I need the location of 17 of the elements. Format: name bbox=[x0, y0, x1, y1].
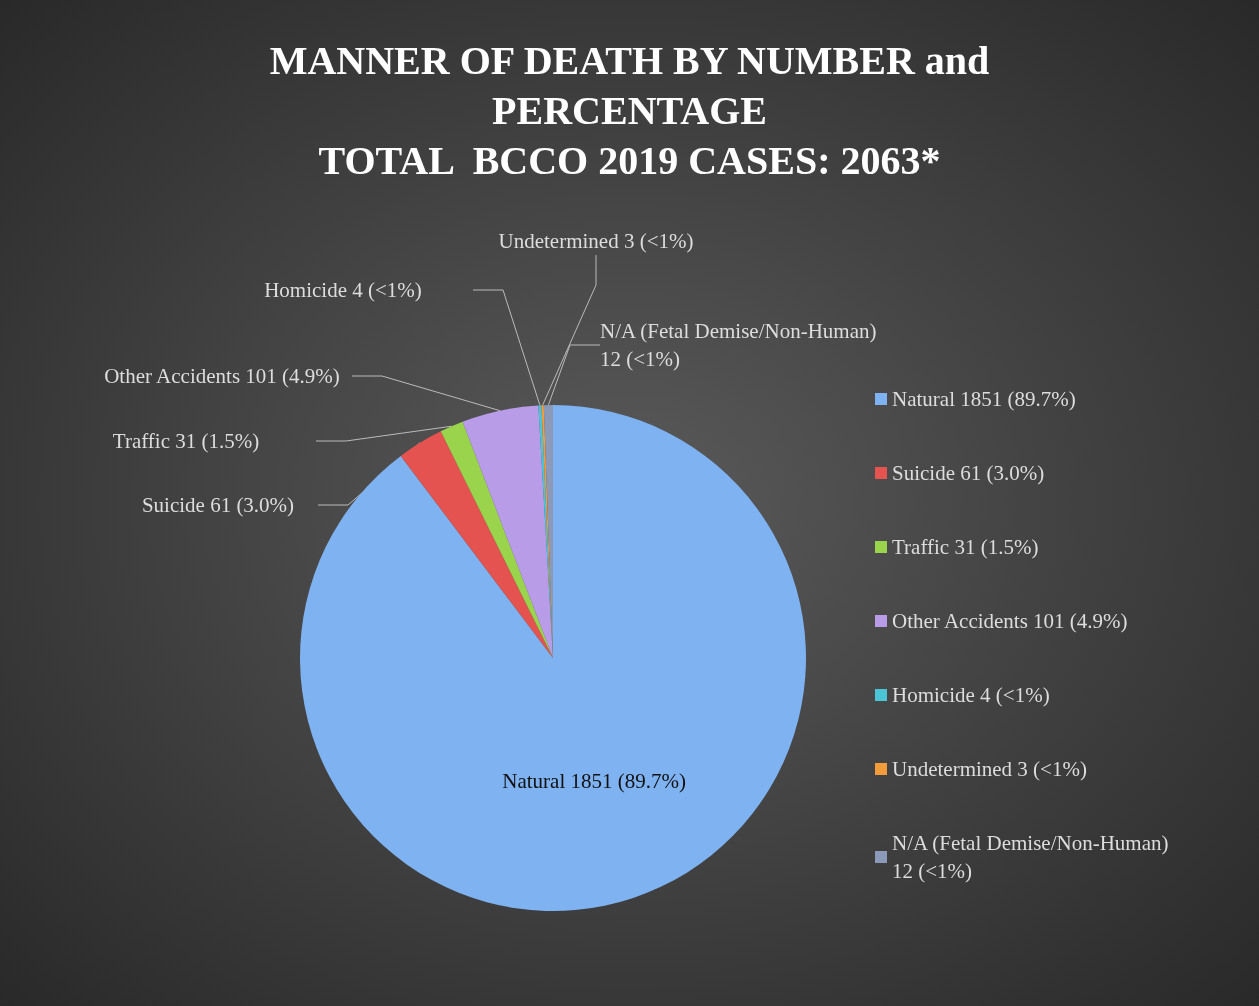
category-label: Traffic 31 (1.5%) bbox=[112, 429, 260, 453]
chart-title: MANNER OF DEATH BY NUMBER and PERCENTAGE TOTAL BCCO 2019 CASES: 2063* bbox=[269, 37, 990, 183]
text: 12 (<1%) bbox=[892, 859, 973, 883]
legend-label: Undetermined 3 (<1%) bbox=[892, 757, 1087, 781]
legend-label: Natural 1851 (89.7%) bbox=[892, 387, 1076, 411]
slice-label: Natural 1851 (89.7%) bbox=[502, 768, 686, 793]
legend-label: Other Accidents 101 (4.9%) bbox=[892, 609, 1128, 633]
slice-label: Undetermined 3 (<1%) bbox=[498, 229, 694, 253]
slice-label: N/A (Fetal Demise/Non-Human) bbox=[600, 319, 877, 343]
legend-label: N/A (Fetal Demise/Non-Human) bbox=[892, 831, 1169, 855]
slice-label: Other Accidents 101 (4.9%) bbox=[104, 364, 340, 388]
category-label: Homicide 4 (<1%) bbox=[264, 278, 422, 302]
slice-label: Suicide 61 (3.0%) bbox=[141, 493, 295, 517]
legend-label: Homicide 4 (<1%) bbox=[892, 683, 1050, 707]
data-label: 12 (<1%) bbox=[600, 347, 681, 371]
legend-label: Suicide 61 (3.0%) bbox=[892, 461, 1045, 485]
legend-label: Traffic 31 (1.5%) bbox=[892, 535, 1039, 559]
